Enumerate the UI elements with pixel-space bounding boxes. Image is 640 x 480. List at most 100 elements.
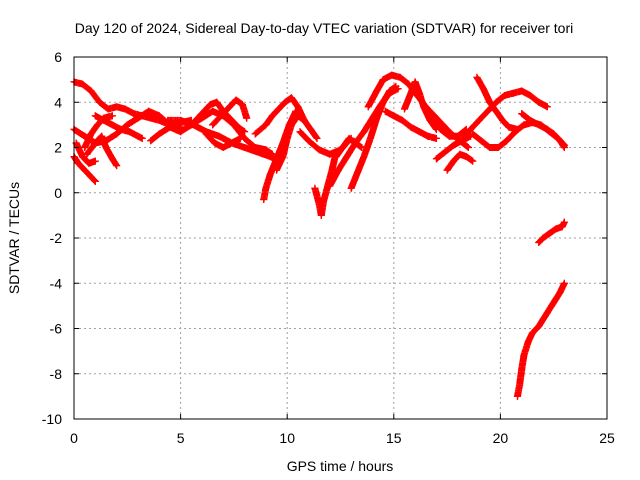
data-point: [445, 132, 453, 140]
data-point: [543, 103, 551, 111]
data-point: [213, 98, 221, 106]
data-point: [189, 121, 197, 129]
data-point: [486, 98, 494, 106]
data-point: [294, 103, 302, 111]
data-point: [415, 128, 423, 136]
data-point: [339, 144, 347, 151]
data-point: [226, 103, 234, 111]
data-point: [420, 103, 428, 111]
data-point: [87, 87, 95, 95]
data-point: [85, 159, 93, 167]
data-point: [543, 125, 551, 133]
data-point: [428, 116, 436, 124]
data-point: [388, 71, 396, 79]
data-point: [556, 137, 564, 145]
data-point: [520, 121, 528, 129]
data-point: [467, 125, 475, 133]
data-point: [526, 91, 534, 99]
data-point: [373, 87, 381, 95]
data-point: [503, 137, 511, 145]
data-point: [294, 112, 302, 120]
data-point: [535, 322, 543, 330]
series-arc-22: [381, 107, 440, 142]
data-point: [317, 211, 325, 219]
series-arc-31: [535, 218, 568, 247]
y-tick-label: 6: [54, 49, 62, 65]
x-tick-label: 10: [279, 430, 295, 446]
data-point: [345, 134, 353, 142]
data-point: [400, 105, 408, 113]
data-point: [449, 157, 457, 165]
data-point: [373, 114, 381, 122]
data-point: [430, 112, 438, 120]
data-point: [177, 116, 185, 124]
data-point: [219, 144, 227, 151]
y-tick-label: -2: [50, 230, 63, 246]
data-point: [539, 234, 547, 242]
data-point: [560, 279, 568, 287]
data-point: [287, 121, 295, 129]
data-point: [501, 91, 509, 99]
data-point: [74, 159, 82, 167]
data-point: [307, 125, 315, 133]
series-arc-19: [332, 134, 366, 161]
data-point: [499, 116, 507, 124]
data-point: [262, 184, 270, 192]
series-arc-20: [347, 82, 400, 192]
data-point: [87, 130, 95, 138]
data-point: [464, 144, 472, 151]
data-point: [411, 78, 419, 86]
data-point: [477, 137, 485, 145]
data-point: [266, 153, 274, 161]
data-point: [558, 223, 566, 231]
data-point: [81, 166, 89, 174]
y-axis-ticks: -10 -8 -6 -4 -2 0 2 4 6: [42, 49, 607, 427]
data-point: [469, 157, 477, 165]
data-point: [484, 107, 492, 115]
x-tick-label: 20: [493, 430, 509, 446]
data-point: [364, 103, 372, 111]
data-point: [518, 87, 526, 95]
series-arc-27: [458, 87, 551, 145]
data-point: [93, 121, 101, 129]
data-point: [236, 134, 244, 142]
data-point: [518, 365, 526, 373]
data-point: [535, 121, 543, 129]
data-point: [454, 132, 462, 140]
data-point: [234, 123, 242, 131]
data-point: [305, 137, 313, 145]
data-point: [424, 132, 432, 140]
data-point: [550, 130, 558, 138]
data-point: [513, 392, 521, 400]
data-point: [91, 112, 99, 120]
data-point: [390, 112, 398, 120]
data-point: [283, 134, 291, 142]
data-point: [315, 146, 323, 154]
data-point: [379, 76, 387, 84]
data-point: [432, 155, 440, 163]
data-point: [511, 128, 519, 136]
data-point: [311, 184, 319, 192]
data-point: [494, 144, 502, 151]
data-point: [313, 134, 321, 142]
series-arc-28: [473, 73, 521, 133]
data-point: [437, 125, 445, 133]
data-point: [241, 144, 249, 151]
data-point: [360, 153, 368, 161]
data-point: [432, 134, 440, 142]
y-tick-label: -6: [50, 321, 63, 337]
series-arc-6: [83, 132, 121, 170]
series-arc-32: [513, 279, 568, 400]
data-point: [166, 123, 174, 131]
data-point: [545, 229, 553, 237]
data-point: [415, 89, 423, 97]
data-point: [315, 200, 323, 208]
series-arc-7: [91, 112, 146, 142]
data-point: [243, 114, 251, 122]
data-point: [177, 128, 185, 136]
data-point: [100, 116, 108, 124]
data-point: [198, 110, 206, 118]
x-tick-label: 0: [70, 430, 78, 446]
series-arc-4: [72, 139, 99, 167]
data-point: [462, 153, 470, 161]
